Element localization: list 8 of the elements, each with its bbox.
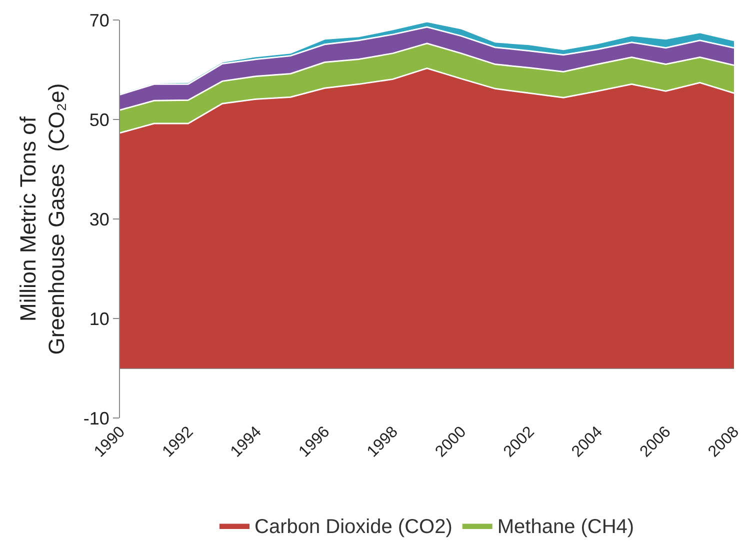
legend-label: Carbon Dioxide (CO2) [254,516,452,538]
y-tick-label: 30 [89,209,110,230]
y-tick-label: 70 [89,10,110,30]
legend-label: Methane (CH4) [497,516,634,538]
y-tick-label: 50 [89,110,110,130]
y-tick-label: -10 [83,408,110,428]
y-tick-label: 10 [89,308,110,329]
y-axis-title: Million Metric Tons of Greenhouse Gases (CO₂e) [16,83,70,355]
